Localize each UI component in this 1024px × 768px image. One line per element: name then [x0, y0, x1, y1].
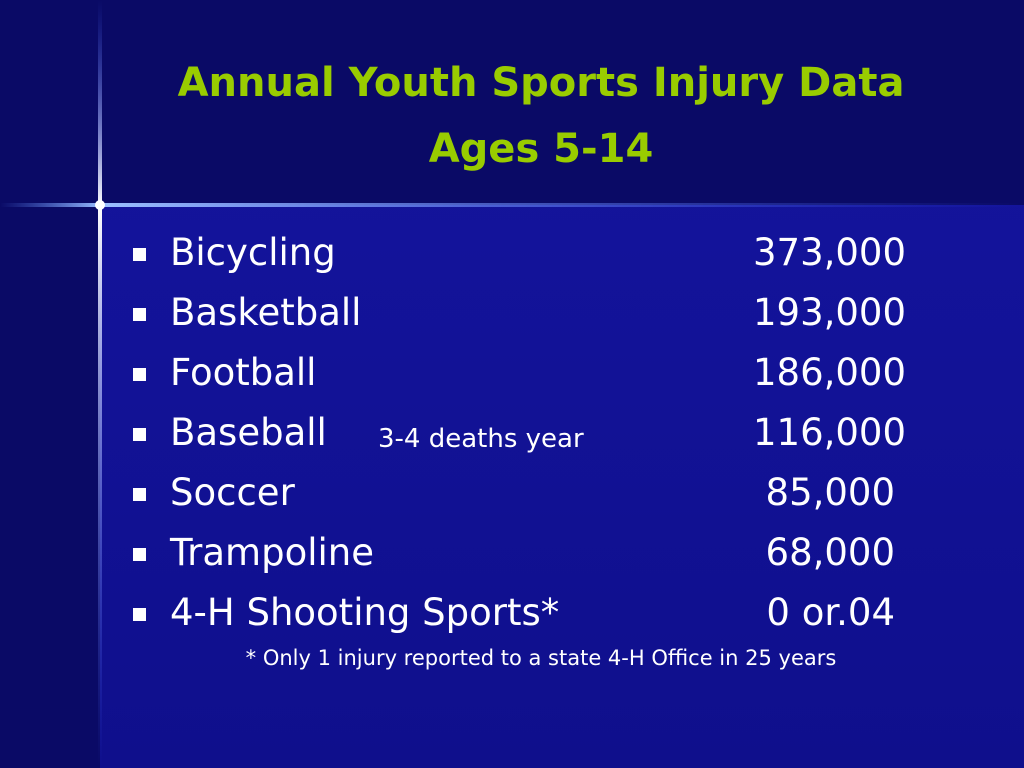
bullet	[133, 428, 146, 441]
item-value: 193,000	[753, 291, 906, 334]
item-value: 186,000	[753, 351, 906, 394]
item-value: 373,000	[753, 231, 906, 274]
item-note: 3-4 deaths year	[378, 424, 584, 454]
sparkle-center	[95, 200, 105, 210]
bullet	[133, 368, 146, 381]
item-label: Bicycling	[170, 231, 336, 274]
sparkle-vertical	[98, 0, 102, 768]
item-value: 0 or.04	[766, 591, 895, 634]
item-label: Basketball	[170, 291, 361, 334]
item-label: Baseball	[170, 411, 327, 454]
top-band	[0, 0, 1024, 205]
item-value: 68,000	[766, 531, 895, 574]
item-value: 116,000	[753, 411, 906, 454]
left-band	[0, 0, 100, 768]
item-label: Soccer	[170, 471, 296, 514]
item-label: Trampoline	[169, 531, 374, 574]
list: Bicycling 373,000 Basketball 193,000 Footbal…	[133, 231, 906, 634]
item-label: Football	[170, 351, 316, 394]
item-label: 4-H Shooting Sports*	[170, 591, 559, 634]
title: Annual Youth Sports Injury Data	[178, 60, 905, 106]
sparkle-horizontal	[0, 203, 1024, 207]
bullet	[133, 608, 146, 621]
footnote: * Only 1 injury reported to a state 4-H …	[246, 646, 837, 670]
item-value: 85,000	[766, 471, 895, 514]
bullet	[133, 248, 146, 261]
bullet	[133, 308, 146, 321]
bullet	[133, 548, 146, 561]
bullet	[133, 488, 146, 501]
subtitle: Ages 5-14	[429, 126, 654, 172]
